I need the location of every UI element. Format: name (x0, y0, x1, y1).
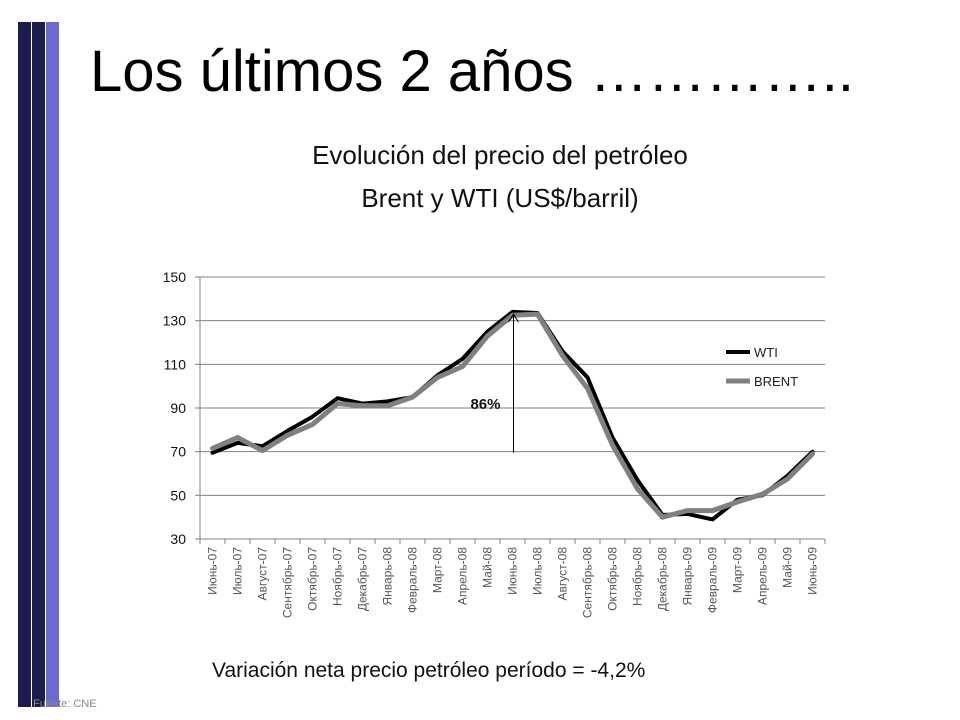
y-tick-label: 90 (170, 400, 186, 416)
x-tick-label: Август-07 (256, 547, 270, 601)
x-tick-label: Июнь-08 (506, 547, 520, 595)
annotation-arrow-head (508, 313, 519, 323)
x-tick-label: Апрель-08 (456, 547, 470, 605)
x-tick-label: Июнь-09 (806, 547, 820, 595)
x-tick-label: Январь-09 (681, 547, 695, 606)
legend-wti-label: WTI (754, 345, 778, 360)
y-tick-label: 50 (170, 487, 186, 503)
x-tick-label: Январь-08 (381, 547, 395, 606)
annotation-label: 86% (470, 396, 500, 413)
x-tick-label: Июль-08 (531, 547, 545, 595)
chart-title-line-2: Brent y WTI (US$/barril) (361, 183, 639, 213)
legend-brent-label: BRENT (754, 374, 798, 389)
source-note: Fuente: CNE (33, 698, 97, 710)
net-variation-note: Variación neta precio petróleo período =… (212, 659, 646, 682)
x-tick-label: Сентябрь-08 (581, 547, 595, 618)
series-line-brent (210, 311, 815, 520)
decorative-bar-1 (18, 22, 31, 707)
chart-title-line-1: Evolución del precio del petróleo (312, 140, 688, 170)
x-tick-label: Октябрь-07 (306, 547, 320, 611)
x-tick-label: Февраль-09 (706, 547, 720, 613)
y-tick-label: 110 (164, 356, 187, 372)
decorative-bar-2 (32, 22, 45, 707)
y-tick-label: 70 (170, 444, 186, 460)
y-tick-label: 130 (163, 313, 187, 329)
x-tick-label: Декабрь-08 (656, 547, 670, 611)
x-tick-label: Октябрь-08 (606, 547, 620, 611)
x-tick-label: Ноябрь-07 (331, 547, 345, 606)
y-tick-label: 150 (163, 269, 187, 285)
series-line-wti (210, 309, 815, 522)
x-tick-label: Июнь-07 (206, 547, 220, 595)
x-tick-label: Декабрь-07 (356, 547, 370, 611)
x-tick-label: Август-08 (556, 547, 570, 601)
x-tick-label: Март-08 (431, 547, 445, 593)
slide-title: Los últimos 2 años ………….. (90, 39, 854, 104)
x-tick-label: Июль-07 (231, 547, 245, 595)
x-tick-label: Май-08 (481, 547, 495, 588)
x-tick-label: Март-09 (731, 547, 745, 593)
x-tick-label: Ноябрь-08 (631, 547, 645, 606)
decorative-bar-3 (46, 22, 59, 707)
x-tick-label: Сентябрь-07 (281, 547, 295, 618)
y-tick-label: 30 (170, 531, 186, 547)
x-tick-label: Апрель-09 (756, 547, 770, 605)
x-tick-label: Февраль-08 (406, 547, 420, 613)
x-tick-label: Май-09 (781, 547, 795, 588)
